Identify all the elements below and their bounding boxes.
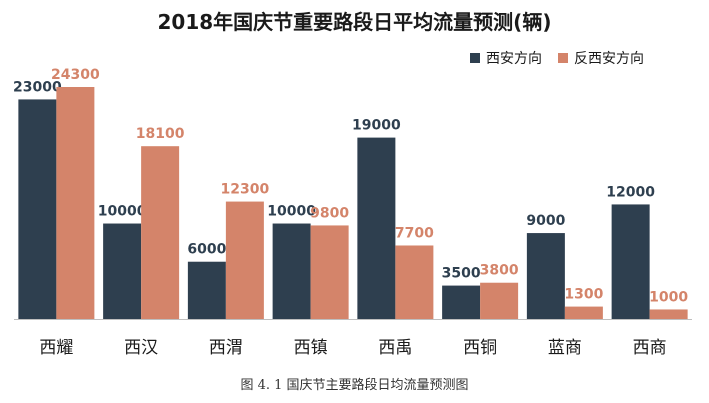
bar-series-1 (141, 146, 180, 319)
bar-series-0 (442, 285, 481, 319)
data-label: 23000 (13, 79, 62, 95)
bar-series-0 (611, 204, 650, 319)
bar-series-0 (272, 223, 311, 319)
data-label: 9000 (526, 213, 565, 229)
x-tick-label: 西铜 (463, 338, 497, 358)
legend: 西安方向 反西安方向 (470, 48, 644, 68)
legend-item-series-1: 反西安方向 (558, 48, 644, 68)
data-label: 7700 (395, 225, 434, 241)
x-tick-label: 西耀 (39, 338, 73, 358)
figure-caption: 图 4. 1 国庆节主要路段日均流量预测图 (240, 378, 469, 393)
data-label: 10000 (267, 204, 316, 220)
legend-item-series-0: 西安方向 (470, 48, 542, 68)
data-label: 1000 (649, 289, 688, 305)
data-label: 3500 (442, 266, 481, 282)
chart-title: 2018年国庆节重要路段日平均流量预测(辆) (157, 10, 552, 34)
bar-series-0 (18, 99, 57, 319)
data-label: 6000 (187, 242, 226, 258)
x-tick-label: 蓝商 (548, 338, 582, 358)
legend-label-series-0: 西安方向 (486, 51, 542, 67)
data-label: 12000 (606, 184, 655, 200)
data-label: 19000 (352, 118, 401, 134)
data-label: 9800 (310, 205, 349, 221)
x-tick-label: 西渭 (209, 338, 243, 358)
data-label: 24300 (51, 67, 100, 83)
data-label: 12300 (221, 182, 270, 198)
bar-series-1 (225, 201, 264, 319)
bar-series-1 (56, 87, 95, 319)
bar-series-1 (649, 309, 688, 319)
data-label: 10000 (98, 204, 147, 220)
legend-swatch-series-0 (470, 53, 480, 63)
data-label: 18100 (136, 126, 185, 142)
x-tick-label: 西商 (633, 338, 667, 358)
bar-series-0 (526, 233, 565, 319)
bar-series-1 (310, 225, 349, 319)
x-tick-label: 西禹 (378, 338, 412, 358)
data-label: 1300 (564, 287, 603, 303)
bar-series-0 (357, 137, 396, 319)
x-tick-label: 西汉 (124, 338, 158, 358)
bar-series-1 (395, 245, 434, 319)
bar-series-0 (187, 261, 226, 319)
x-tick-label: 西镇 (294, 338, 328, 358)
data-label: 3800 (480, 263, 519, 279)
legend-label-series-1: 反西安方向 (574, 51, 644, 67)
bar-series-0 (103, 223, 142, 319)
bar-series-1 (564, 306, 603, 319)
legend-swatch-series-1 (558, 53, 568, 63)
bar-series-1 (480, 282, 519, 319)
